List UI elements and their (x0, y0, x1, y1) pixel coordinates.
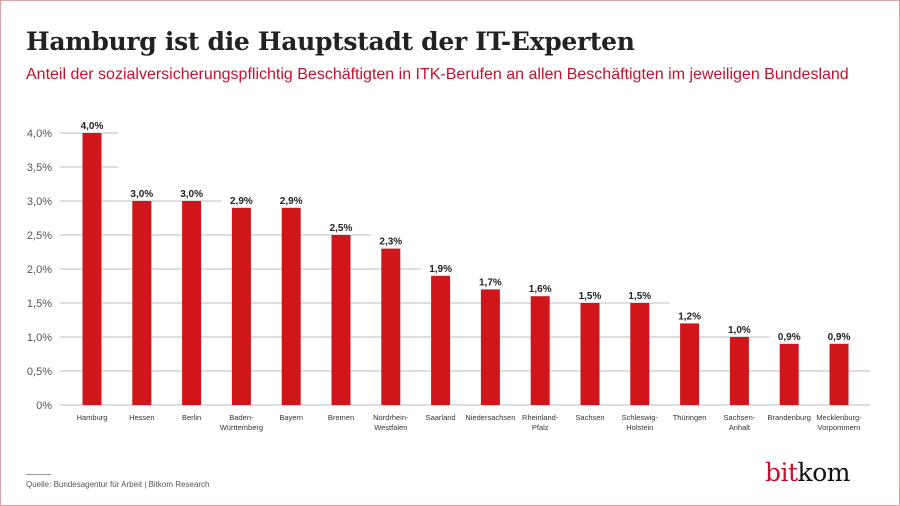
y-tick-label: 3,5% (27, 162, 52, 174)
value-labels: 4,0% 3,0% 3,0% 2,9% 2,9% 2,5% 2,3% 1,9% 1,7% 1,6%… (81, 121, 851, 343)
logo-part-bit: bit (765, 458, 798, 487)
x-tick-label: Brandenburg (768, 413, 811, 422)
source-note: Quelle: Bundesagentur für Arbeit | Bitko… (26, 480, 210, 489)
x-tick-label: Berlin (182, 413, 201, 422)
x-tick-label: Sachsen- (724, 413, 756, 422)
bitkom-logo: bitkom (765, 458, 850, 487)
x-tick-label: Mecklenburg- (816, 413, 862, 422)
x-tick-label: Bayern (279, 413, 303, 422)
x-tick-label: Sachsen (575, 413, 604, 422)
x-tick-label: Hessen (129, 413, 154, 422)
value-label: 1,5% (579, 291, 602, 302)
value-label: 1,5% (628, 291, 651, 302)
value-label: 1,7% (479, 277, 502, 288)
bars (82, 133, 849, 405)
bar (680, 323, 700, 405)
x-tick-label: Württemberg (220, 423, 263, 432)
chart-title: Hamburg ist die Hauptstadt der IT-Expert… (26, 27, 635, 56)
value-label: 0,9% (828, 332, 851, 343)
value-label: 2,3% (379, 237, 402, 248)
x-tick-label: Rheinland- (522, 413, 559, 422)
bar (132, 201, 152, 405)
bar (331, 235, 351, 405)
logo-part-kom: kom (797, 458, 851, 487)
x-tick-label: Pfalz (532, 423, 549, 432)
x-tick-label: Westfalen (374, 423, 407, 432)
bar (829, 343, 849, 405)
x-tick-label: Thüringen (673, 413, 707, 422)
bar (779, 343, 799, 405)
bar (381, 248, 401, 405)
value-label: 3,0% (130, 189, 153, 200)
x-tick-label: Hamburg (77, 413, 108, 422)
y-tick-label: 3,0% (27, 196, 52, 208)
bar (82, 133, 102, 405)
bar (231, 207, 251, 405)
value-label: 0,9% (778, 332, 801, 343)
value-label: 1,2% (678, 311, 701, 322)
bar (281, 207, 301, 405)
y-tick-label: 0% (36, 400, 52, 412)
bar (431, 275, 451, 405)
chart-subtitle: Anteil der sozialversicherungspflichtig … (26, 66, 849, 83)
x-tick-label: Holstein (626, 423, 653, 432)
y-tick-label: 4,0% (27, 128, 52, 140)
bar (580, 303, 600, 405)
x-tick-label: Bremen (328, 413, 354, 422)
y-tick-label: 2,0% (27, 264, 52, 276)
value-label: 4,0% (81, 121, 104, 132)
bar (729, 337, 749, 405)
x-tick-label: Schleswig- (622, 413, 659, 422)
source-divider (26, 474, 51, 475)
x-axis: Hamburg Hessen Berlin Baden-Württemberg Baye… (77, 413, 863, 432)
x-tick-label: Saarland (426, 413, 456, 422)
x-tick-label: Nordrhein- (373, 413, 409, 422)
value-label: 1,0% (728, 325, 751, 336)
value-label: 2,9% (230, 196, 253, 207)
value-label: 1,6% (529, 284, 552, 295)
y-tick-label: 2,5% (27, 230, 52, 242)
y-tick-label: 1,0% (27, 332, 52, 344)
bar (530, 296, 550, 405)
value-label: 2,5% (330, 223, 353, 234)
x-tick-label: Baden- (229, 413, 254, 422)
y-tick-label: 1,5% (27, 298, 52, 310)
bar (630, 303, 650, 405)
bar (480, 289, 500, 405)
y-tick-label: 0,5% (27, 366, 52, 378)
value-label: 2,9% (280, 196, 303, 207)
value-label: 3,0% (180, 189, 203, 200)
x-tick-label: Niedersachsen (465, 413, 515, 422)
bar (182, 201, 202, 405)
value-label: 1,9% (429, 264, 452, 275)
x-tick-label: Anhalt (729, 423, 751, 432)
x-tick-label: Vorpommern (818, 423, 861, 432)
y-axis: 0% 0,5% 1,0% 1,5% 2,0% 2,5% 3,0% 3,5% 4,0% (27, 128, 52, 412)
